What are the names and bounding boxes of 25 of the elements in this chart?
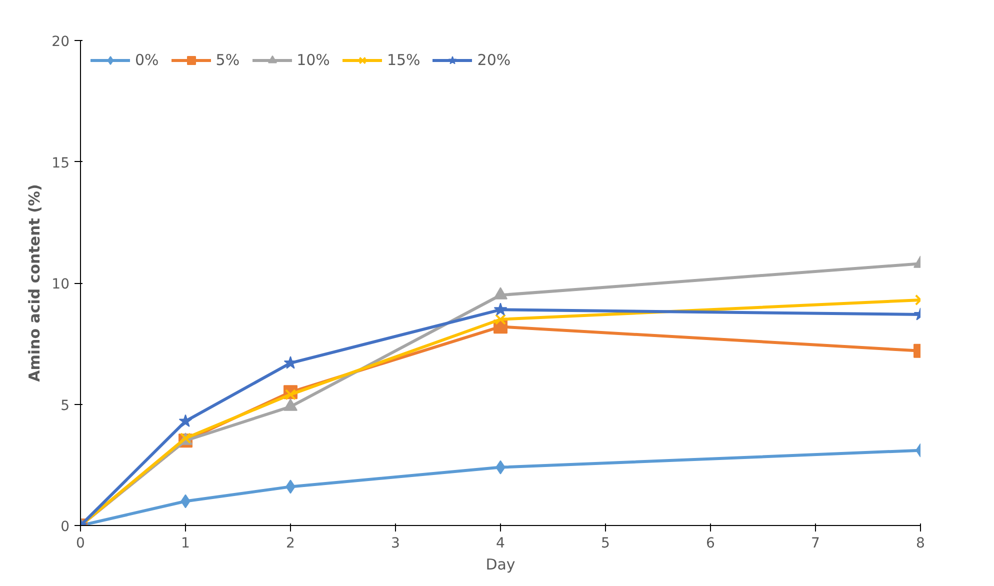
x-tick-label: 6: [706, 536, 716, 552]
y-tick-label: 20: [52, 34, 70, 50]
legend-label: 10%: [296, 51, 330, 69]
x-tick-label: 1: [181, 536, 190, 552]
x-tick-label: 0: [76, 536, 85, 552]
legend-label: 20%: [477, 51, 511, 69]
point: [494, 302, 508, 316]
legend-label: 0%: [135, 51, 159, 69]
point: [284, 388, 296, 400]
x-tick-label: 4: [496, 536, 506, 552]
y-tick-label: 10: [52, 276, 70, 292]
point: [494, 314, 506, 325]
y-tick-label: 15: [52, 155, 70, 172]
x-tick-label: 5: [601, 536, 610, 552]
x-tick-label: 2: [286, 536, 295, 552]
legend-label: 5%: [216, 51, 240, 69]
legend-label: 15%: [386, 51, 420, 69]
x-tick-label: 8: [916, 536, 925, 552]
y-tick-label: 5: [60, 398, 70, 414]
x-tick-label: 7: [811, 536, 820, 552]
y-tick-label: 0: [60, 519, 70, 535]
x-axis-title: Day: [486, 556, 516, 574]
point: [178, 414, 192, 427]
x-tick-label: 3: [391, 536, 400, 552]
y-axis-title: Amino acid content (%): [26, 184, 44, 382]
